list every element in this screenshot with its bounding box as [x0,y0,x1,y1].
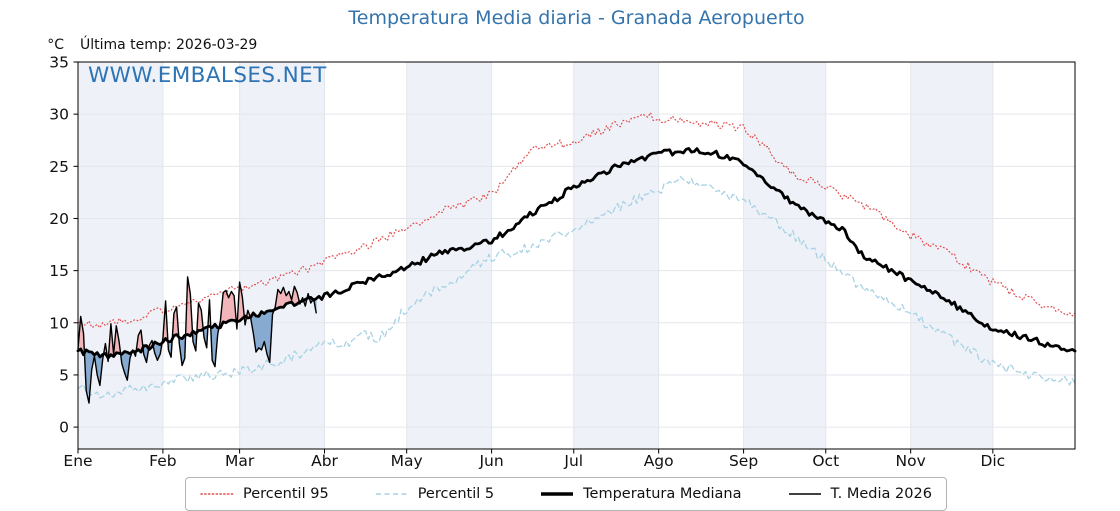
y-tick-label: 25 [49,158,69,176]
y-tick-label: 20 [49,210,69,228]
x-tick-label: Feb [149,452,176,470]
y-tick-label: 0 [59,419,69,437]
last-temp-annotation: Última temp: 2026-03-29 [80,37,257,53]
watermark-text: WWW.EMBALSES.NET [88,63,327,88]
legend-swatch-icon [200,490,234,498]
x-tick-label: Jun [478,452,503,470]
legend-swatch-icon [788,490,822,498]
x-tick-label: Jul [563,452,583,470]
temperature-chart-figure: Ene Feb Mar Abr May Jun Jul Ago Sep Oct Nov Dic 0 5 10… [0,0,1120,500]
month-band [407,62,492,449]
x-tick-label: Sep [729,452,758,470]
x-tick-label: Dic [980,452,1005,470]
y-tick-label: 30 [49,106,69,124]
fill-region [256,316,259,352]
x-tick-label: Nov [896,452,926,470]
legend-swatch-icon [540,490,574,498]
chart-title: Temperatura Media diaria - Granada Aerop… [78,7,1075,29]
x-tick-label: Mar [225,452,255,470]
y-tick-label: 10 [49,314,69,332]
y-tick-label: 35 [49,54,69,72]
y-tick-label: 15 [49,262,69,280]
legend-swatch-icon [375,490,409,498]
y-axis-unit-label: °C [0,37,64,53]
x-tick-label: Ago [644,452,674,470]
x-tick-label: Abr [311,452,338,470]
x-tick-label: May [391,452,423,470]
month-band [240,62,325,449]
month-band [574,62,659,449]
x-tick-label: Oct [812,452,839,470]
y-tick-label: 5 [59,366,69,384]
month-band [911,62,993,449]
x-tick-label: Ene [63,452,92,470]
month-band [744,62,826,449]
month-band [78,62,163,449]
